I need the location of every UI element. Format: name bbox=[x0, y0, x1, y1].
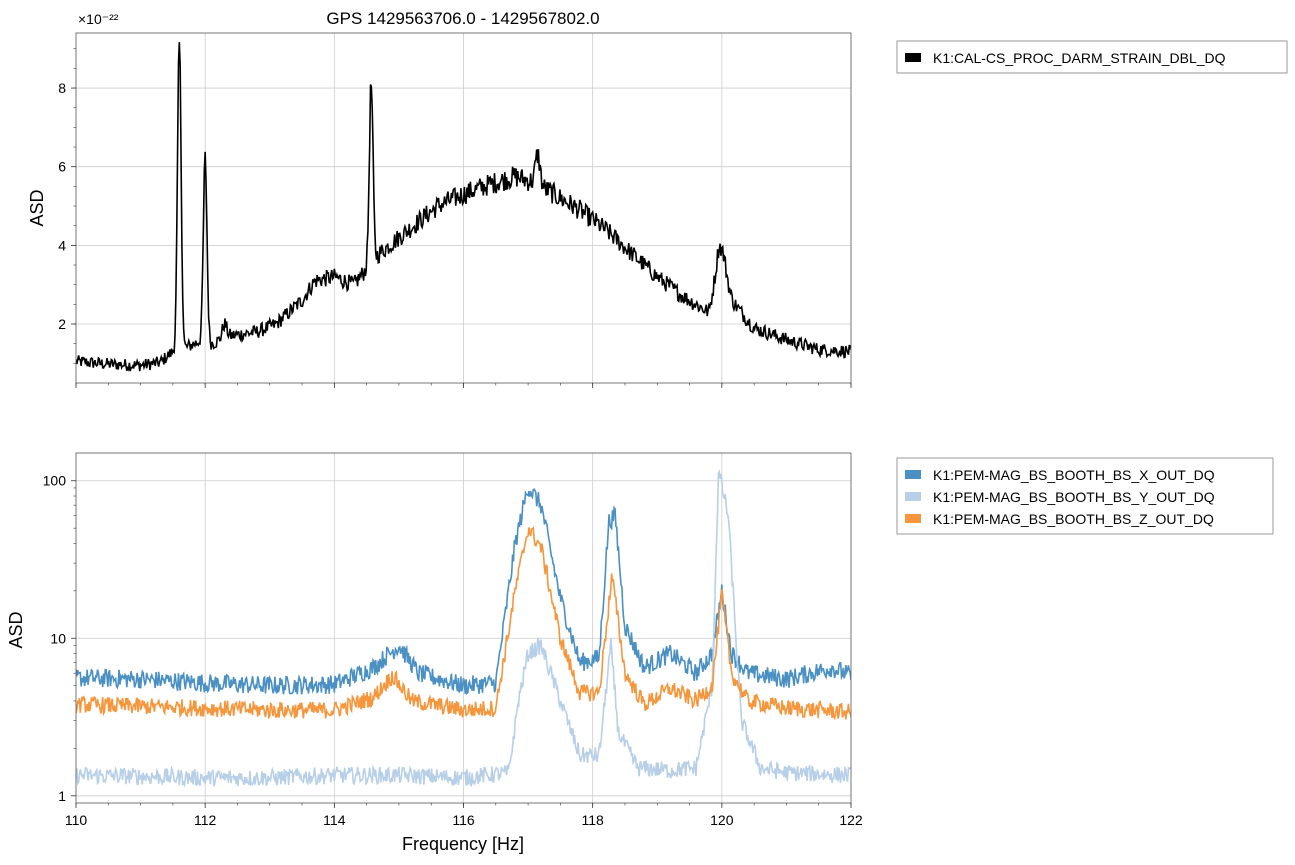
x-tick-label: 120 bbox=[710, 812, 734, 828]
bottom-series-line-1 bbox=[76, 469, 851, 788]
y-tick-label: 100 bbox=[43, 473, 67, 489]
legend-entry: K1:PEM-MAG_BS_BOOTH_BS_Y_OUT_DQ bbox=[933, 489, 1215, 505]
y-tick-label: 10 bbox=[50, 630, 66, 646]
y-tick-label: 8 bbox=[58, 80, 66, 96]
top-panel: 2 4 6 8 GPS 1429563706.0 - 1429567802.0 ×10… bbox=[27, 9, 1288, 388]
top-y-axis-label: ASD bbox=[27, 189, 47, 226]
legend-entry: K1:CAL-CS_PROC_DARM_STRAIN_DBL_DQ bbox=[933, 50, 1226, 66]
y-tick-label: 6 bbox=[58, 159, 66, 175]
y-tick-label: 1 bbox=[58, 788, 66, 804]
legend-swatch bbox=[905, 514, 921, 523]
legend-entry: K1:PEM-MAG_BS_BOOTH_BS_X_OUT_DQ bbox=[933, 467, 1215, 483]
x-tick-label: 114 bbox=[323, 812, 346, 828]
bottom-y-axis-label: ASD bbox=[6, 611, 26, 648]
legend-swatch bbox=[905, 470, 921, 479]
top-y-offset-label: ×10⁻²² bbox=[78, 11, 119, 27]
y-tick-label: 4 bbox=[58, 237, 66, 253]
x-tick-label: 116 bbox=[452, 812, 475, 828]
bottom-legend: K1:PEM-MAG_BS_BOOTH_BS_X_OUT_DQ K1:PEM-MA… bbox=[896, 457, 1274, 535]
legend-box bbox=[896, 457, 1274, 535]
chart-title: GPS 1429563706.0 - 1429567802.0 bbox=[326, 9, 599, 28]
top-legend: K1:CAL-CS_PROC_DARM_STRAIN_DBL_DQ bbox=[896, 40, 1288, 74]
bottom-series-line-0 bbox=[76, 488, 851, 696]
x-axis-label: Frequency [Hz] bbox=[402, 834, 524, 854]
x-tick-label: 110 bbox=[65, 812, 88, 828]
y-tick-label: 2 bbox=[58, 316, 66, 332]
top-series-line-0 bbox=[76, 42, 851, 372]
x-tick-label: 112 bbox=[194, 812, 217, 828]
x-tick-label: 118 bbox=[582, 812, 605, 828]
legend-swatch bbox=[905, 492, 921, 501]
legend-entry: K1:PEM-MAG_BS_BOOTH_BS_Z_OUT_DQ bbox=[933, 511, 1214, 527]
x-tick-label: 122 bbox=[839, 812, 863, 828]
legend-box bbox=[896, 40, 1288, 74]
bottom-series-line-2 bbox=[76, 526, 851, 721]
legend-swatch bbox=[905, 53, 921, 62]
